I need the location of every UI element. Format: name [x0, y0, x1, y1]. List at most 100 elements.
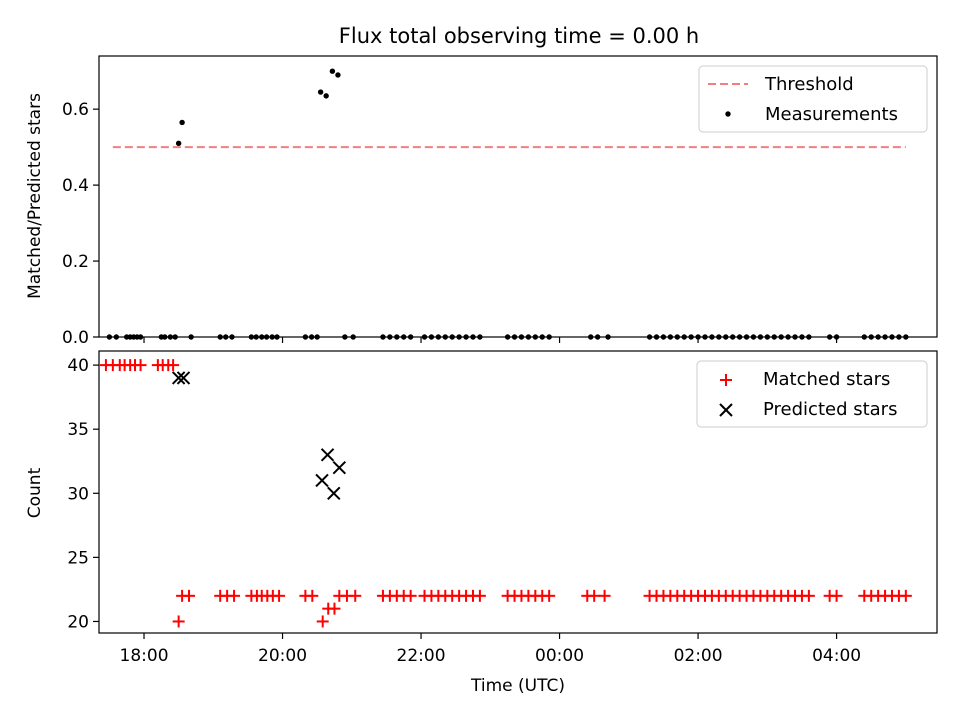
measurement-point — [342, 334, 348, 340]
measurement-point — [511, 334, 518, 340]
top-y-tick-label: 0.0 — [62, 328, 89, 348]
measurement-point — [428, 334, 435, 340]
measurement-point — [274, 334, 280, 340]
matched-star-point — [598, 589, 611, 602]
measurement-point — [172, 334, 178, 340]
predicted-star-point — [176, 371, 191, 385]
bottom-x-tick-label: 04:00 — [812, 646, 861, 666]
measurement-point — [778, 334, 784, 340]
measurement-point — [539, 334, 545, 340]
measurement-point — [253, 334, 259, 340]
measurement-point — [681, 334, 687, 340]
measurement-point — [799, 334, 805, 340]
measurement-point — [716, 334, 722, 340]
bottom-panel: 20 25 30 35 40 18:00 20:00 22:00 00:00 02:00 04:0… — [25, 350, 938, 696]
matched-star-point — [183, 589, 196, 602]
measurement-point — [350, 334, 356, 340]
matched-star-point — [588, 589, 601, 602]
measurement-point — [674, 334, 680, 340]
measurement-point — [175, 140, 182, 147]
bottom-x-tick-label: 18:00 — [120, 646, 169, 666]
matched-star-point — [802, 589, 815, 602]
measurement-point — [435, 334, 442, 340]
bottom-plot-frame — [98, 350, 938, 634]
matched-star-point — [349, 589, 362, 602]
matched-star-point — [167, 359, 180, 372]
legend-measurements-swatch — [725, 111, 731, 117]
measurement-point — [248, 334, 255, 340]
top-legend: Threshold Measurements — [698, 65, 928, 133]
measurement-point — [269, 334, 275, 340]
measurement-point — [695, 334, 701, 340]
measurement-point — [833, 334, 840, 340]
matched-star-point — [273, 589, 286, 602]
top-x-axis — [143, 337, 838, 343]
measurement-points — [106, 68, 909, 340]
measurement-point — [518, 334, 525, 340]
legend-predicted-marker — [719, 403, 733, 417]
bottom-y-tick-label: 35 — [67, 420, 89, 440]
top-y-tick-label: 0.2 — [62, 252, 89, 272]
bottom-y-tick-label: 25 — [67, 548, 89, 568]
measurement-point — [702, 334, 708, 340]
bottom-y-tick-label: 20 — [67, 612, 89, 632]
measurement-point — [771, 334, 777, 340]
measurement-point — [335, 72, 341, 78]
legend-matched-label: Matched stars — [763, 369, 890, 390]
top-plot-frame — [98, 55, 938, 338]
measurement-point — [903, 334, 909, 340]
measurement-point — [263, 334, 270, 340]
matched-star-point — [306, 589, 319, 602]
legend-threshold-label: Threshold — [764, 74, 854, 95]
measurement-point — [729, 334, 736, 340]
bottom-y-tick-label: 30 — [67, 484, 89, 504]
measurement-point — [660, 334, 667, 340]
measurement-point — [217, 334, 223, 340]
measurement-point — [162, 334, 168, 340]
measurement-point — [314, 334, 320, 340]
measurement-point — [470, 334, 476, 340]
measurement-point — [317, 89, 324, 95]
measurement-point — [723, 334, 729, 340]
measurement-point — [302, 334, 309, 340]
bottom-x-tick-label: 02:00 — [674, 646, 723, 666]
measurement-point — [394, 334, 400, 340]
measurement-point — [380, 334, 386, 340]
top-y-axis-label: Matched/Predicted stars — [25, 93, 45, 299]
measurement-point — [889, 334, 895, 340]
chart-title: Flux total observing time = 0.00 h — [339, 24, 699, 48]
measurement-point — [106, 334, 113, 340]
legend-measurements-label: Measurements — [765, 104, 898, 125]
matched-star-point — [899, 589, 912, 602]
measurement-point — [743, 334, 750, 340]
matched-star-point — [316, 615, 329, 628]
measurement-point — [449, 334, 455, 340]
bottom-legend: Matched stars Predicted stars — [696, 360, 928, 428]
matched-stars-points — [99, 359, 912, 628]
measurement-point — [179, 119, 185, 126]
bottom-x-tick-label: 00:00 — [535, 646, 584, 666]
measurement-point — [532, 334, 539, 340]
measurement-point — [806, 334, 812, 340]
measurement-point — [757, 334, 764, 340]
bottom-legend-box — [696, 360, 928, 428]
measurement-point — [882, 334, 888, 340]
top-y-tick-label: 0.6 — [62, 100, 89, 120]
predicted-star-point — [332, 460, 347, 475]
measurement-point — [646, 334, 653, 340]
measurement-point — [594, 334, 601, 340]
bottom-x-tick-label: 20:00 — [258, 646, 307, 666]
measurement-point — [504, 334, 511, 340]
bottom-x-tick-label: 22:00 — [397, 646, 446, 666]
measurement-point — [308, 334, 315, 340]
legend-matched-swatch — [720, 374, 732, 386]
measurement-point — [688, 334, 694, 340]
measurement-point — [329, 68, 336, 74]
measurement-point — [785, 334, 791, 340]
measurement-point — [223, 334, 229, 340]
matched-star-point — [228, 589, 241, 602]
bottom-x-axis-label: Time (UTC) — [470, 676, 565, 696]
measurement-point — [750, 334, 757, 340]
bottom-y-axis-label: Count — [25, 467, 45, 518]
